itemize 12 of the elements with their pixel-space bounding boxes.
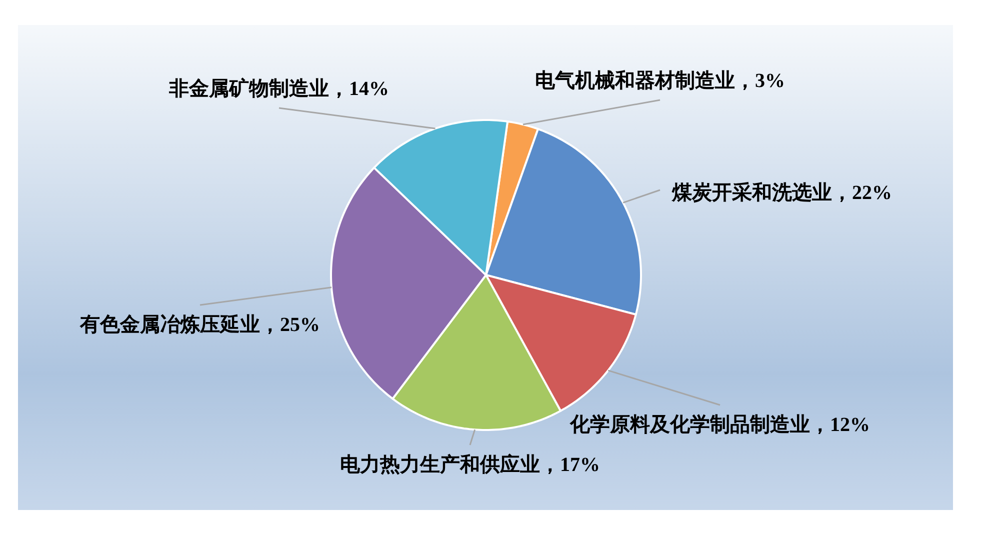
slice-label: 有色金属冶炼压延业 — [79, 314, 260, 336]
data-label: ，3% — [735, 70, 785, 92]
data-label: ，12% — [810, 414, 870, 436]
slice-label: 煤炭开采和洗选业 — [671, 181, 832, 204]
slice-label: 化学原料及化学制品制造业 — [569, 414, 810, 436]
slice-label: 电力热力生产和供应业 — [340, 453, 540, 476]
slice-label: 电气机械和器材制造业 — [535, 69, 735, 92]
data-label: ，14% — [329, 78, 389, 100]
data-label: ，17% — [540, 454, 600, 476]
slice-label: 非金属矿物制造业 — [168, 77, 329, 100]
data-label: ，25% — [260, 314, 320, 336]
data-label: ，22% — [832, 182, 892, 204]
